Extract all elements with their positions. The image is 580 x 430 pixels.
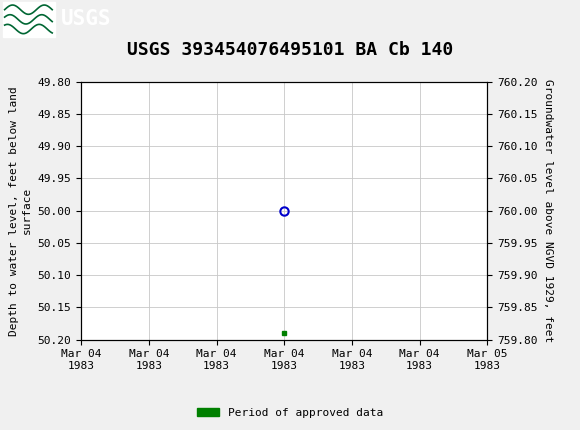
Legend: Period of approved data: Period of approved data [193, 403, 387, 422]
Text: USGS: USGS [61, 9, 111, 29]
Y-axis label: Groundwater level above NGVD 1929, feet: Groundwater level above NGVD 1929, feet [543, 79, 553, 342]
Y-axis label: Depth to water level, feet below land
surface: Depth to water level, feet below land su… [9, 86, 32, 335]
FancyBboxPatch shape [3, 2, 55, 37]
Text: USGS 393454076495101 BA Cb 140: USGS 393454076495101 BA Cb 140 [127, 41, 453, 59]
